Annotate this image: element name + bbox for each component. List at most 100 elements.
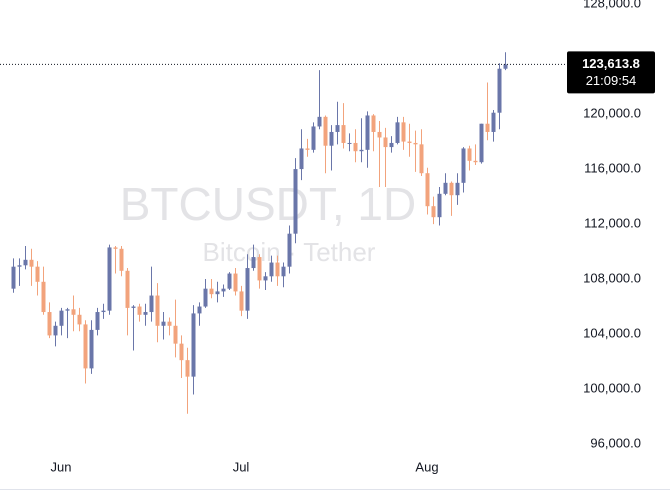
candle-body [209, 288, 214, 295]
candle-body [449, 182, 454, 196]
candle-body [29, 259, 34, 267]
candle-body [299, 148, 304, 170]
candle-body [365, 115, 370, 150]
candle-body [263, 276, 268, 281]
countdown-label: 21:09:54 [586, 73, 637, 88]
candle-body [83, 324, 88, 369]
y-tick-label: 104,000.0 [583, 325, 641, 340]
watermark-title: BTCUSDT, 1D [120, 178, 416, 230]
candle-body [431, 206, 436, 218]
y-tick-label: 116,000.0 [584, 161, 641, 176]
x-tick-label: Jun [51, 459, 72, 474]
candle-body [491, 112, 496, 132]
candle-body [131, 306, 136, 308]
candle-body [317, 116, 322, 127]
candle-body [335, 125, 340, 132]
candle-body [197, 306, 202, 314]
candle-body [185, 360, 190, 377]
candle-body [275, 262, 280, 277]
candle-body [101, 310, 106, 313]
candle-body [461, 148, 466, 183]
candle-body [41, 281, 46, 313]
candle-body [17, 265, 22, 267]
candle-body [305, 148, 310, 150]
candle-body [419, 144, 424, 174]
y-tick-label: 96,000.0 [590, 435, 641, 450]
candle-body [401, 122, 406, 142]
candle-body [473, 160, 478, 163]
candle-body [113, 247, 118, 249]
candle-body [215, 291, 220, 295]
candle-body [221, 288, 226, 292]
y-tick-label: 108,000.0 [583, 270, 641, 285]
candle-body [47, 312, 52, 336]
candle-body [359, 149, 364, 152]
candle-body [485, 123, 490, 132]
candle-body [257, 257, 262, 281]
candle-body [479, 123, 484, 163]
y-tick-label: 128,000.0 [583, 0, 641, 11]
y-tick-label: 120,000.0 [583, 106, 641, 121]
candle-body [53, 325, 58, 336]
candle-body [11, 266, 16, 289]
candle-body [107, 247, 112, 311]
candle-body [329, 131, 334, 146]
candle-body [155, 295, 160, 326]
candle-body [137, 306, 142, 315]
candle-body [23, 259, 28, 266]
candle-body [71, 309, 76, 315]
x-tick-label: Jul [233, 459, 250, 474]
candle-body [161, 321, 166, 326]
candle-body [119, 248, 124, 271]
candle-body [125, 270, 130, 308]
candle-body [77, 314, 82, 325]
candle-body [377, 131, 382, 138]
candle-body [269, 262, 274, 277]
candle-body [203, 288, 208, 307]
candle-body [467, 148, 472, 161]
y-tick-label: 112,000.0 [584, 216, 641, 231]
candle-body [341, 125, 346, 143]
candle-body [323, 116, 328, 146]
plot-area [11, 52, 508, 414]
candle-body [233, 273, 238, 292]
last-price-box [567, 51, 655, 94]
candle-body [191, 313, 196, 377]
candle-body [35, 266, 40, 282]
candle-body [347, 142, 352, 144]
x-tick-label: Aug [415, 459, 438, 474]
candle-body [395, 122, 400, 143]
candle-body [89, 329, 94, 369]
candle-body [425, 173, 430, 207]
candle-body [353, 142, 358, 152]
candle-body [503, 64, 508, 69]
candle-body [407, 141, 412, 143]
candle-body [443, 182, 448, 194]
candle-body [227, 273, 232, 289]
candle-body [251, 257, 256, 269]
candle-body [179, 343, 184, 361]
candle-body [281, 266, 286, 277]
candle-body [95, 312, 100, 330]
candle-body [143, 312, 148, 315]
candle-body [389, 142, 394, 148]
candle-body [293, 169, 298, 234]
candle-body [497, 68, 502, 113]
candle-body [167, 321, 172, 326]
y-tick-label: 100,000.0 [583, 380, 641, 395]
candle-body [65, 309, 70, 311]
candle-body [437, 193, 442, 218]
candle-body [173, 325, 178, 344]
candle-body [287, 233, 292, 267]
candle-body [311, 126, 316, 150]
candle-body [245, 268, 250, 311]
bottom-border [0, 489, 670, 490]
candle-body [383, 137, 388, 148]
candle-body [455, 182, 460, 196]
candle-body [149, 295, 154, 313]
candle-body [239, 291, 244, 311]
candle-body [413, 142, 418, 145]
candle-body [371, 115, 376, 132]
last-price-label: 123,613.8 [582, 56, 640, 71]
